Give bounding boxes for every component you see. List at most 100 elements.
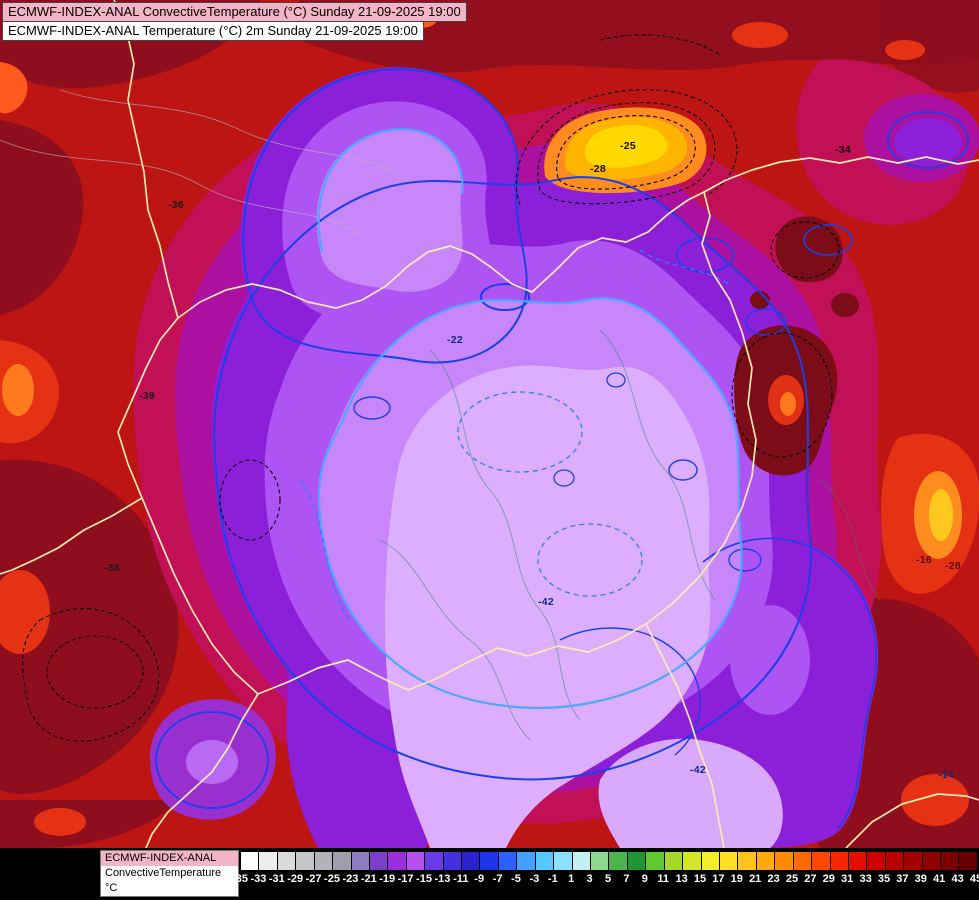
legend-color-cell	[554, 852, 573, 870]
legend-color-cell	[535, 852, 555, 870]
legend-tick-label: 29	[822, 873, 835, 885]
legend-color-cell	[738, 852, 757, 870]
legend-tick-label: 27	[804, 873, 817, 885]
legend-tick-label: -35	[232, 873, 248, 885]
legend-color-cell	[922, 852, 942, 870]
legend-unit-label: °C	[105, 882, 118, 894]
legend-color-cell	[848, 852, 868, 870]
legend-tick-label: -17	[397, 873, 414, 885]
legend-color-cell	[241, 852, 260, 870]
map-lightblue-contours	[317, 128, 743, 709]
legend-color-cell	[388, 852, 407, 870]
legend-tick-label: 43	[951, 873, 964, 885]
legend-tick-label: 9	[641, 873, 648, 885]
legend-color-cell	[609, 852, 628, 870]
legend-color-cell	[885, 852, 905, 870]
legend-color-cell	[351, 852, 370, 870]
legend-tick-label: -11	[453, 873, 469, 885]
legend-parameter-label: ConvectiveTemperature	[105, 867, 222, 879]
legend-tick-label: 3	[586, 873, 593, 885]
legend-color-cell	[830, 852, 849, 870]
legend-tick-label: 13	[675, 873, 688, 885]
legend-color-cell	[683, 852, 702, 870]
legend-tick-label: -13	[434, 873, 451, 885]
legend-color-cell	[719, 852, 739, 870]
legend-tick-label: -25	[324, 873, 340, 885]
legend-info-box: ECMWF-INDEX-ANAL ConvectiveTemperature °…	[100, 850, 239, 897]
map-dashed-blue-contours	[299, 249, 731, 621]
map-orange-hotspot	[544, 107, 707, 194]
legend-color-cell	[443, 852, 463, 870]
legend-color-cell	[904, 852, 923, 870]
legend-color-cell	[701, 852, 720, 870]
legend-tick-label: -9	[474, 873, 485, 885]
legend-tick-label: 15	[693, 873, 707, 885]
legend-color-cell	[941, 852, 960, 870]
legend-color-cell	[572, 852, 592, 870]
map-darkmaroon-cluster	[734, 216, 859, 476]
legend-tick-label: 11	[657, 873, 670, 885]
legend-color-cell	[867, 852, 886, 870]
legend-color-cell	[333, 852, 352, 870]
legend-tick-label: -5	[511, 873, 521, 885]
legend-color-cell	[591, 852, 610, 870]
legend-tick-label: 17	[712, 873, 725, 885]
legend-model-label: ECMWF-INDEX-ANAL	[101, 851, 238, 866]
legend-ticks: -35 -33 -31 -29 -27 -25 -23 -21 -19 -17 -15 -13 -11-…	[232, 873, 979, 888]
map-title-convective-temperature: ECMWF-INDEX-ANAL ConvectiveTemperature (…	[2, 2, 467, 22]
legend-tick-label: 31	[841, 873, 854, 885]
map-blue-contours	[155, 68, 969, 829]
legend-color-cell	[646, 852, 665, 870]
weather-map-graphic	[0, 0, 979, 848]
legend-tick-label: -21	[360, 873, 377, 885]
legend-color-cell	[812, 852, 831, 870]
legend-tick-label: 41	[933, 873, 946, 885]
map-minor-field-lines	[0, 89, 881, 741]
legend-tick-label: -33	[250, 873, 267, 885]
legend-tick-label: 39	[914, 873, 927, 885]
legend-color-cell	[775, 852, 794, 870]
legend-color-cell	[462, 852, 481, 870]
legend-tick-label: 35	[877, 873, 891, 885]
legend-color-cell	[425, 852, 444, 870]
legend-tick-label: -29	[287, 873, 304, 885]
legend-tick-label: -23	[342, 873, 359, 885]
legend-tick-label: -3	[529, 873, 540, 885]
legend-bar: ECMWF-INDEX-ANAL ConvectiveTemperature °…	[0, 848, 979, 900]
map-dashed-black-contours	[22, 34, 840, 742]
legend-tick-label: 21	[749, 873, 762, 885]
legend-color-cell	[664, 852, 684, 870]
legend-tick-label: 23	[767, 873, 780, 885]
legend-color-cell	[959, 852, 977, 870]
legend-tick-label: 25	[785, 873, 799, 885]
map-title-temperature-2m: ECMWF-INDEX-ANAL Temperature (°C) 2m Sun…	[2, 21, 424, 41]
map-brightred-spots	[0, 8, 979, 836]
map-pale-center	[385, 365, 711, 848]
country-borders	[0, 0, 979, 848]
legend-color-cell	[756, 852, 776, 870]
legend-color-cell	[793, 852, 813, 870]
legend-tick-label: 5	[604, 873, 612, 885]
legend-tick-label: -7	[492, 873, 503, 885]
legend-color-cell	[314, 852, 334, 870]
legend-tick-label: -27	[305, 873, 322, 885]
legend-colorbar	[240, 851, 978, 871]
legend-tick-label: 37	[896, 873, 909, 885]
legend-tick-label: 7	[623, 873, 630, 885]
legend-color-cell	[296, 852, 315, 870]
legend-color-cell	[517, 852, 536, 870]
legend-tick-label: -19	[379, 873, 396, 885]
legend-tick-label: -1	[547, 873, 558, 885]
legend-color-cell	[277, 852, 297, 870]
legend-tick-label: 19	[730, 873, 743, 885]
legend-color-cell	[369, 852, 389, 870]
legend-tick-label: 45	[969, 873, 979, 885]
legend-color-cell	[480, 852, 499, 870]
legend-color-cell	[498, 852, 518, 870]
legend-tick-label: 33	[859, 873, 872, 885]
legend-tick-label: -15	[416, 873, 432, 885]
legend-tick-label: -31	[268, 873, 285, 885]
legend-tick-label: 1	[568, 873, 575, 885]
map-area: -36 -39 -38 -25 -28 -34 -22 -42 -42 -14 -16 -28	[0, 0, 979, 848]
